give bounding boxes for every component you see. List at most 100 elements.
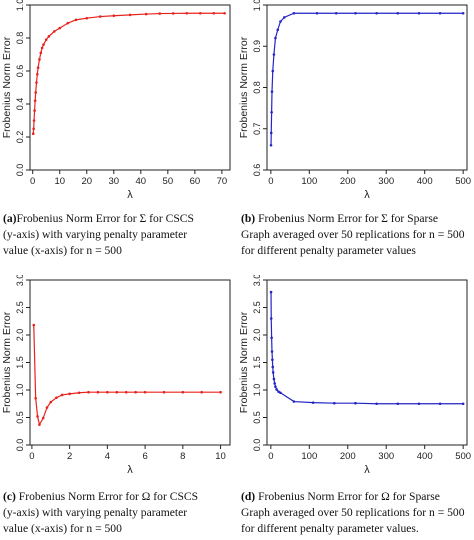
chart-a: 0 10 20 30 40 50 60 70 0.0 0.2 0.4 0.6 0.8 1.0 λ Froben… bbox=[1, 0, 231, 200]
data-point bbox=[354, 401, 357, 405]
data-point bbox=[315, 11, 319, 15]
caption-b-line-2: Graph averaged over 50 replications for … bbox=[241, 228, 465, 241]
y-tick-label: 1.0 bbox=[252, 0, 262, 11]
data-point bbox=[269, 317, 273, 320]
x-tick-label: 0 bbox=[268, 176, 273, 187]
data-point bbox=[375, 11, 378, 15]
y-tick-label: 2.0 bbox=[252, 329, 262, 342]
x-tick-label: 200 bbox=[340, 451, 356, 462]
x-tick-label: 60 bbox=[190, 176, 201, 187]
data-point bbox=[106, 390, 109, 394]
caption-a-label: (a) bbox=[3, 212, 17, 225]
data-point bbox=[96, 390, 100, 394]
caption-d: (d) Frobenius Norm Error for Ω for Spars… bbox=[241, 489, 471, 537]
y-axis-label: Frobenius Norm Error bbox=[1, 311, 13, 413]
data-point bbox=[269, 290, 273, 294]
data-point bbox=[32, 323, 36, 327]
data-point bbox=[270, 350, 274, 353]
data-point bbox=[283, 16, 286, 19]
data-point bbox=[200, 390, 203, 394]
y-tick-label: 3.0 bbox=[15, 275, 25, 286]
data-point bbox=[58, 26, 62, 30]
data-point bbox=[417, 402, 421, 406]
series-line bbox=[32, 12, 225, 134]
data-point bbox=[223, 11, 226, 15]
x-tick-label: 70 bbox=[217, 176, 228, 187]
data-point bbox=[292, 400, 296, 403]
caption-c-label: (c) bbox=[3, 490, 16, 503]
series-line bbox=[33, 325, 221, 427]
data-point bbox=[53, 30, 56, 33]
data-point bbox=[158, 12, 162, 15]
data-point bbox=[354, 11, 357, 15]
data-point bbox=[279, 391, 282, 395]
y-tick-label: 0.8 bbox=[15, 32, 25, 45]
y-tick-label: 0.6 bbox=[15, 65, 25, 78]
x-tick-label: 8 bbox=[180, 451, 185, 462]
data-point bbox=[38, 423, 41, 426]
data-point bbox=[269, 143, 273, 147]
y-tick-label: 3.0 bbox=[252, 275, 262, 286]
y-tick-label: 2.5 bbox=[15, 301, 25, 314]
data-point bbox=[270, 336, 273, 340]
data-point bbox=[270, 90, 274, 93]
data-point bbox=[272, 377, 276, 381]
data-point bbox=[47, 35, 51, 38]
x-tick-label: 200 bbox=[340, 176, 356, 187]
data-point bbox=[438, 11, 442, 15]
data-point bbox=[274, 36, 277, 40]
data-point bbox=[31, 132, 35, 135]
y-tick-label: 2.5 bbox=[252, 301, 262, 314]
data-point bbox=[36, 66, 40, 69]
series-line bbox=[270, 12, 464, 146]
caption-a: (a)Frobenius Norm Error for Σ for CSCS (… bbox=[3, 211, 231, 259]
data-point bbox=[45, 406, 49, 409]
data-point bbox=[273, 382, 276, 385]
caption-c: (c) Frobenius Norm Error for Ω for CSCS … bbox=[3, 489, 231, 537]
data-point bbox=[271, 69, 275, 73]
y-tick-label: 0.0 bbox=[15, 164, 25, 177]
data-point bbox=[124, 390, 128, 394]
y-tick-label: 0.9 bbox=[252, 40, 262, 53]
x-tick-label: 0 bbox=[29, 451, 34, 462]
data-point bbox=[375, 402, 378, 406]
data-point bbox=[55, 396, 58, 399]
data-point bbox=[32, 119, 36, 122]
data-point bbox=[60, 393, 64, 397]
x-axis-label: λ bbox=[127, 464, 133, 475]
x-tick-label: 400 bbox=[417, 176, 433, 187]
data-point bbox=[270, 110, 273, 114]
caption-a-line-2: (y-axis) with varying penalty parameter bbox=[3, 228, 188, 241]
data-point bbox=[311, 401, 315, 404]
data-point bbox=[461, 402, 465, 406]
data-point bbox=[292, 11, 296, 15]
caption-b-label: (b) bbox=[241, 212, 256, 225]
y-tick-label: 0.5 bbox=[252, 411, 262, 424]
x-tick-label: 50 bbox=[163, 176, 174, 187]
data-point bbox=[271, 365, 275, 369]
data-point bbox=[272, 53, 276, 56]
caption-c-line-3: value (x-axis) for n = 500 bbox=[3, 522, 122, 535]
x-tick-label: 300 bbox=[378, 176, 394, 187]
data-point bbox=[271, 358, 274, 362]
data-point bbox=[66, 21, 70, 25]
data-point bbox=[144, 12, 148, 16]
data-point bbox=[274, 385, 277, 388]
data-point bbox=[334, 11, 338, 15]
data-point bbox=[85, 16, 89, 20]
y-tick-label: 0.7 bbox=[252, 122, 262, 135]
x-axis-label: λ bbox=[364, 189, 370, 200]
data-point bbox=[181, 390, 185, 394]
x-tick-label: 2 bbox=[67, 451, 72, 462]
data-point bbox=[276, 28, 280, 32]
data-point bbox=[34, 396, 37, 400]
y-tick-label: 0.0 bbox=[15, 439, 25, 452]
x-tick-label: 500 bbox=[455, 176, 471, 187]
data-point bbox=[40, 46, 44, 50]
data-point bbox=[271, 371, 275, 374]
y-tick-label: 1.5 bbox=[252, 356, 262, 369]
y-tick-label: 0.5 bbox=[15, 411, 25, 424]
caption-c-line-1: Frobenius Norm Error for Ω for CSCS bbox=[18, 490, 199, 503]
data-point bbox=[38, 58, 41, 61]
data-point bbox=[162, 390, 166, 394]
